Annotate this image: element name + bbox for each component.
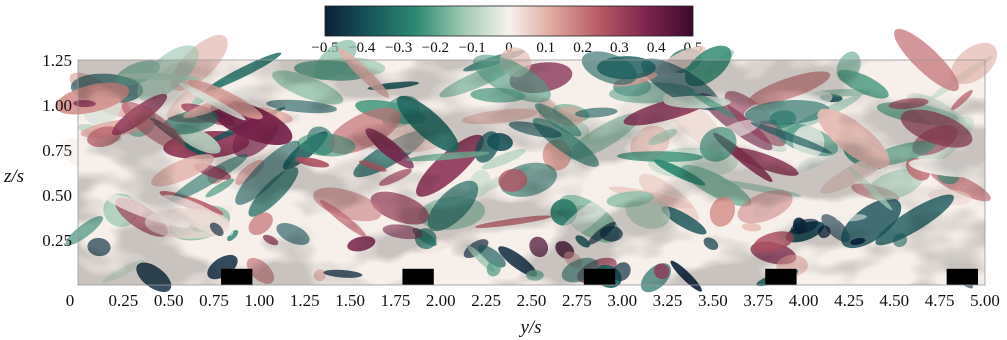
x-tick-label: 4.25 [834,291,864,310]
colorbar-tick-label: 0.3 [610,40,629,56]
roughness-element [946,268,978,285]
x-tick-label: 3.25 [653,291,683,310]
x-tick-label: 5.00 [970,291,1000,310]
x-tick-label: 0.75 [199,291,229,310]
x-tick-label: 3.50 [698,291,728,310]
field-texture [78,60,985,285]
x-tick-label: 1.25 [290,291,320,310]
y-tick-label: 0.25 [42,231,72,250]
x-tick-label: 0.50 [154,291,184,310]
x-tick-label: 0 [66,291,75,310]
colorbar-gradient [324,5,694,37]
x-axis-tick-labels: 0 0.25 0.50 0.75 1.00 1.25 1.50 1.75 2.00 2.25 2.5… [66,291,1000,310]
colorbar-tick-label: −0.3 [385,40,412,56]
x-tick-label: 3.00 [607,291,637,310]
colorbar-tick-label: 0.2 [573,40,592,56]
roughness-element [221,268,253,285]
colorbar: −0.5−0.4−0.3−0.2−0.100.10.20.30.40.5 [311,5,702,56]
x-tick-label: 1.75 [381,291,411,310]
x-tick-label: 4.75 [925,291,955,310]
roughness-element [583,268,616,285]
roughness-element [402,268,434,285]
x-axis-label: y/s [518,317,541,338]
x-tick-label: 3.75 [743,291,773,310]
y-tick-label: 1.00 [42,96,72,115]
x-tick-label: 4.50 [879,291,909,310]
x-tick-label: 2.25 [471,291,501,310]
x-tick-label: 4.00 [789,291,819,310]
y-axis-label: z/s [3,166,24,187]
y-tick-label: 0.75 [42,141,72,160]
colorbar-tick-label: 0.4 [647,40,666,56]
roughness-element [765,268,797,285]
x-tick-label: 0.25 [108,291,138,310]
roughness-elements [221,268,978,285]
y-tick-label: 1.25 [42,51,72,70]
colorbar-tick-label: 0 [505,40,513,56]
plot-frame [77,59,986,286]
colorbar-tick-label: −0.2 [422,40,449,56]
plot-area [55,28,998,293]
colorbar-tick-labels: −0.5−0.4−0.3−0.2−0.100.10.20.30.40.5 [311,40,702,56]
x-tick-label: 1.00 [245,291,275,310]
colorbar-tick-label: −0.1 [459,40,486,56]
y-tick-label: 0.50 [42,186,72,205]
x-tick-label: 2.50 [517,291,547,310]
colorbar-tick-label: 0.1 [536,40,555,56]
x-tick-label: 2.00 [426,291,456,310]
y-axis-tick-labels: 1.25 1.00 0.75 0.50 0.25 [42,51,72,250]
x-tick-label: 2.75 [562,291,592,310]
x-tick-label: 1.50 [335,291,365,310]
